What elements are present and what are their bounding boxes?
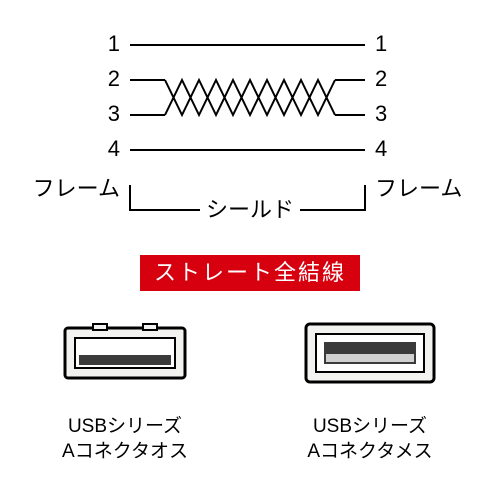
pin-label-left: フレーム [33, 171, 120, 203]
connector-left-block: USBシリーズ Aコネクタオス [55, 310, 195, 464]
caption-line: USBシリーズ [68, 416, 182, 437]
pin-label-left: 3 [108, 101, 120, 127]
pin-label-right: 3 [375, 101, 387, 127]
usb-a-female-icon [300, 310, 440, 400]
pin-label-right: フレーム [375, 171, 462, 203]
connection-type-banner: ストレート全結線 [140, 255, 360, 291]
pin-label-right: 1 [375, 31, 387, 57]
caption-line: USBシリーズ [313, 416, 427, 437]
svg-text:シールド: シールド [206, 197, 294, 222]
wiring-svg: シールド [0, 0, 500, 260]
wiring-diagram: シールド [0, 0, 500, 260]
pin-label-left: 2 [108, 66, 120, 92]
pin-label-right: 2 [375, 66, 387, 92]
connector-left-caption: USBシリーズ Aコネクタオス [55, 415, 195, 464]
connector-right-caption: USBシリーズ Aコネクタメス [300, 415, 440, 464]
pin-label-right: 4 [375, 136, 387, 162]
caption-line: Aコネクタメス [307, 441, 432, 462]
caption-line: Aコネクタオス [62, 441, 188, 462]
usb-a-male-icon [55, 310, 195, 400]
pin-label-left: 4 [108, 136, 120, 162]
connector-right-block: USBシリーズ Aコネクタメス [300, 310, 440, 464]
pin-label-left: 1 [108, 31, 120, 57]
